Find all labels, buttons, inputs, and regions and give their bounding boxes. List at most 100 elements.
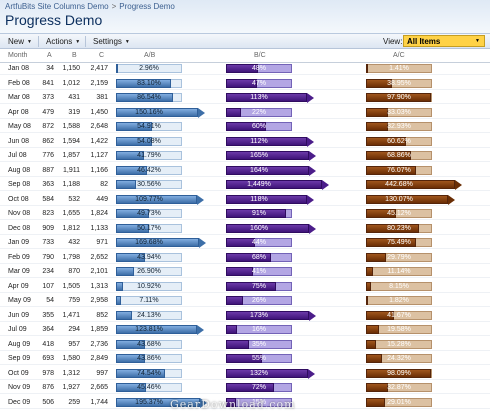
ac-progress-label: 442.68%: [385, 181, 413, 188]
bc-progress-label: 15%: [251, 398, 266, 406]
ac-progress-label: 19.58%: [387, 326, 411, 333]
new-menu-button[interactable]: New ▼: [8, 37, 32, 46]
overflow-arrow-icon: [198, 107, 205, 118]
table-row[interactable]: Jul 08 776 1,857 1,127 41.79% 165% 68.86%: [0, 150, 490, 162]
grid-header-row: Month A B C A/B B/C A/C: [0, 49, 490, 63]
cell-c: 449: [96, 195, 108, 203]
cell-month: Mar 09: [8, 268, 30, 275]
table-row[interactable]: Nov 09 876 1,927 2,665 45.46% 72% 32.87%: [0, 382, 490, 394]
cell-month: Jan 09: [8, 239, 30, 246]
ac-progress-label: 80.23%: [387, 224, 411, 232]
column-header-month[interactable]: Month: [8, 52, 28, 59]
table-row[interactable]: Oct 09 978 1,312 997 74.54% 132% 98.09%: [0, 368, 490, 380]
bc-progress-label: 72%: [251, 384, 266, 391]
cell-month: Nov 09: [8, 384, 31, 391]
table-row[interactable]: Apr 08 479 319 1,450 150.16% 22% 33.03%: [0, 107, 490, 119]
bc-progress-fill: [226, 194, 307, 204]
bc-progress-label: 173%: [250, 311, 268, 319]
ac-progress-fill: [366, 238, 416, 247]
overflow-arrow-icon: [199, 238, 206, 248]
bc-progress-fill: [226, 122, 266, 131]
ab-progress-label: 30.56%: [137, 181, 161, 188]
breadcrumb-current[interactable]: Progress Demo: [119, 2, 175, 11]
cell-b: 432: [68, 239, 80, 246]
cell-c: 1,422: [90, 137, 108, 145]
table-row[interactable]: Jan 09 733 432 971 169.68% 44% 75.49%: [0, 237, 490, 249]
cell-month: Jul 09: [8, 326, 27, 333]
bc-progress-label: 132%: [250, 369, 268, 377]
cell-c: 2,736: [90, 340, 108, 348]
ac-progress-fill: [366, 354, 382, 363]
column-header-a[interactable]: A: [47, 52, 52, 59]
cell-c: 2,159: [90, 79, 108, 87]
breadcrumb-site-link[interactable]: ArtfuBits Site Columns Demo: [5, 2, 109, 11]
cell-a: 234: [42, 268, 54, 275]
cell-b: 1,857: [62, 152, 80, 159]
column-header-c[interactable]: C: [99, 52, 105, 59]
ac-progress-label: 130.07%: [385, 195, 413, 203]
breadcrumb-separator: >: [111, 2, 117, 11]
settings-menu-button[interactable]: Settings ▼: [93, 37, 130, 46]
table-row[interactable]: Jun 08 862 1,594 1,422 54.08% 112% 60.62%: [0, 136, 490, 148]
overflow-arrow-icon: [309, 165, 316, 176]
column-header-b[interactable]: B: [72, 52, 77, 59]
table-row[interactable]: Dec 08 909 1,812 1,133 50.17% 160% 80.23%: [0, 223, 490, 235]
view-selector[interactable]: All Items ▼: [403, 35, 485, 47]
chevron-down-icon: ▼: [475, 38, 480, 44]
table-row[interactable]: Aug 08 887 1,911 1,166 46.42% 164% 76.07%: [0, 165, 490, 177]
actions-menu-button[interactable]: Actions ▼: [46, 37, 80, 46]
bc-progress-fill: [226, 180, 322, 189]
cell-c: 971: [96, 239, 108, 246]
table-row[interactable]: Mar 08 373 431 381 86.54% 113% 97.90%: [0, 92, 490, 104]
ab-progress-fill: [116, 122, 152, 131]
cell-a: 54: [46, 297, 54, 304]
table-row[interactable]: Mar 09 234 870 2,101 26.90% 41% 11.14%: [0, 266, 490, 278]
table-row[interactable]: Sep 08 363 1,188 82 30.56% 1,449% 442.68%: [0, 179, 490, 191]
cell-a: 790: [42, 253, 54, 261]
ac-progress-label: 32.87%: [387, 384, 411, 391]
overflow-arrow-icon: [200, 397, 207, 408]
column-header-bc[interactable]: B/C: [254, 52, 266, 59]
ac-progress-fill: [366, 339, 376, 349]
ab-progress-label: 123.81%: [135, 326, 163, 333]
table-row[interactable]: Feb 09 790 1,798 2,652 43.94% 68% 29.79%: [0, 252, 490, 264]
table-row[interactable]: Jul 09 364 294 1,859 123.81% 16% 19.58%: [0, 324, 490, 336]
cell-a: 872: [42, 123, 54, 130]
ab-progress-fill: [116, 165, 147, 175]
bc-progress-label: 26%: [251, 297, 266, 304]
cell-b: 532: [68, 195, 80, 203]
cell-a: 506: [42, 398, 54, 406]
cell-a: 862: [42, 137, 54, 145]
table-row[interactable]: May 09 54 759 2,958 7.11% 26% 1.82%: [0, 295, 490, 307]
table-row[interactable]: Aug 09 418 957 2,736 43.68% 35% 15.28%: [0, 339, 490, 351]
ac-progress-label: 97.90%: [387, 94, 411, 101]
breadcrumb: ArtfuBits Site Columns Demo > Progress Dem…: [5, 2, 175, 11]
column-header-ab[interactable]: A/B: [144, 52, 156, 59]
bc-progress-fill: [226, 383, 274, 392]
column-header-ac[interactable]: A/C: [393, 52, 405, 59]
ac-progress-label: 8.15%: [389, 282, 409, 290]
table-row[interactable]: May 08 872 1,588 2,648 54.91% 60% 32.93%: [0, 121, 490, 133]
ab-progress-label: 54.91%: [137, 123, 161, 130]
cell-a: 418: [42, 340, 54, 348]
ab-progress-label: 109.77%: [135, 195, 163, 203]
table-row[interactable]: Apr 09 107 1,505 1,313 10.92% 75% 8.15%: [0, 281, 490, 293]
table-row[interactable]: Feb 08 841 1,012 2,159 83.10% 47% 38.95%: [0, 78, 490, 90]
cell-month: Mar 08: [8, 94, 30, 101]
cell-b: 759: [68, 297, 80, 304]
cell-a: 373: [42, 94, 54, 101]
cell-c: 2,417: [90, 65, 108, 72]
cell-b: 1,471: [62, 311, 80, 319]
table-row[interactable]: Oct 08 584 532 449 109.77% 118% 130.07%: [0, 194, 490, 206]
ab-progress-label: 86.54%: [137, 94, 161, 101]
table-row[interactable]: Sep 09 693 1,580 2,849 43.86% 55% 24.32%: [0, 353, 490, 365]
ac-progress-fill: [366, 136, 406, 146]
table-row[interactable]: Nov 08 823 1,655 1,824 49.73% 91% 45.12%: [0, 208, 490, 220]
cell-month: Jun 09: [8, 311, 30, 319]
table-row[interactable]: Jun 09 355 1,471 852 24.13% 173% 41.67%: [0, 310, 490, 322]
watermark-text: GearDownload.com: [170, 398, 296, 411]
ac-progress-fill: [366, 107, 388, 117]
table-row[interactable]: Jan 08 34 1,150 2,417 2.96% 48% 1.41%: [0, 63, 490, 75]
table-row[interactable]: Dec 09 506 259 1,744 195.37% 15% 29.01%: [0, 397, 490, 409]
cell-c: 2,648: [90, 123, 108, 130]
